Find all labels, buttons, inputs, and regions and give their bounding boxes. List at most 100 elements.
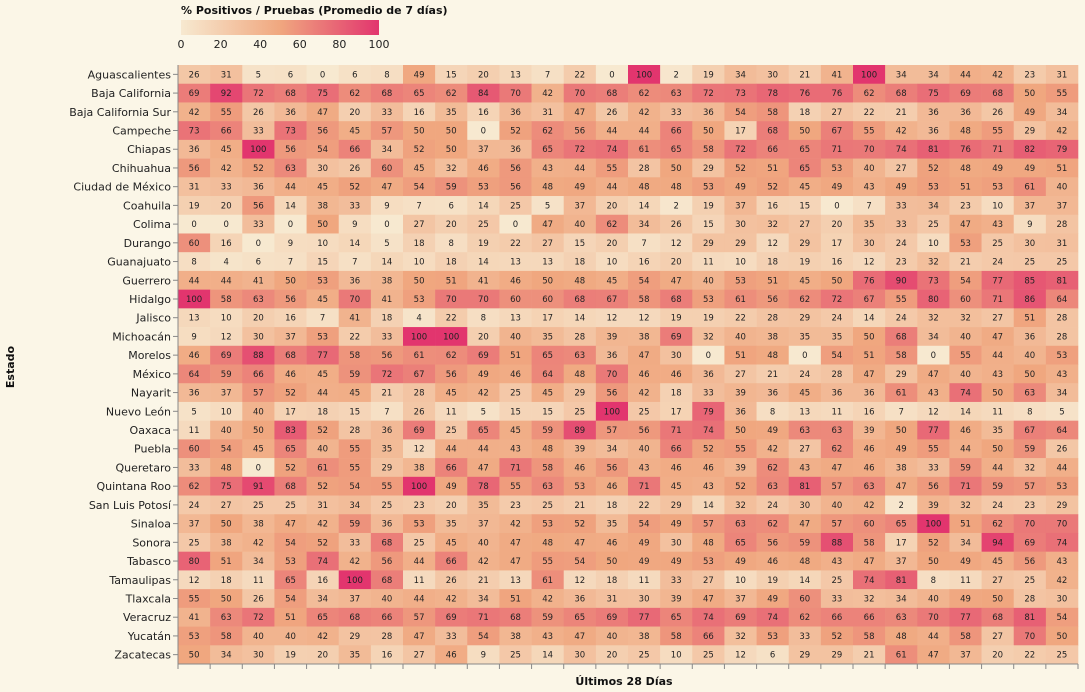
heatmap-cell — [917, 364, 950, 384]
cell-value-label: 46 — [607, 482, 618, 492]
heatmap-cell — [531, 158, 565, 178]
cell-value-label: 37 — [221, 389, 232, 399]
cell-value-label: 62 — [864, 89, 875, 99]
cell-value-label: 59 — [960, 463, 971, 473]
heatmap-cell — [917, 607, 950, 627]
cell-value-label: 69 — [607, 613, 618, 623]
heatmap-cells: 26 31 5 6 0 6 8 49 15 20 13 7 22 0 100 2 19 34 30 21 41 100 34… — [178, 65, 1079, 665]
heatmap-cell — [306, 121, 340, 141]
cell-value-label: 69 — [221, 351, 232, 361]
cell-value-label: 20 — [221, 201, 232, 211]
cell-value-label: 32 — [446, 164, 457, 174]
heatmap-cell — [756, 270, 790, 290]
heatmap-cell — [499, 626, 532, 646]
cell-value-label: 63 — [864, 482, 875, 492]
heatmap-cell — [885, 270, 918, 290]
heatmap-cell — [467, 476, 500, 496]
cell-value-label: 74 — [607, 145, 618, 155]
cell-value-label: 53 — [928, 183, 939, 193]
cell-value-label: 69 — [414, 426, 425, 436]
cell-value-label: 60 — [510, 295, 521, 305]
heatmap-cell — [595, 383, 629, 403]
heatmap-cell — [853, 345, 886, 365]
cell-value-label: 47 — [960, 220, 971, 230]
heatmap-cell — [756, 289, 790, 309]
cell-value-label: 89 — [574, 426, 585, 436]
cell-value-label: 11 — [960, 576, 971, 586]
heatmap-cell — [242, 308, 275, 328]
legend-gradient-bar — [181, 20, 379, 35]
cell-value-label: 15 — [574, 239, 585, 249]
heatmap-cell — [885, 327, 918, 347]
cell-value-label: 16 — [221, 239, 232, 249]
heatmap-cell — [853, 458, 886, 478]
heatmap-cell — [499, 121, 532, 141]
heatmap-cell — [435, 607, 468, 627]
cell-value-label: 40 — [253, 407, 264, 417]
heatmap-cell — [242, 439, 275, 459]
heatmap-cell — [531, 570, 565, 590]
cell-value-label: 33 — [189, 463, 200, 473]
cell-value-label: 47 — [799, 520, 810, 530]
cell-value-label: 47 — [896, 482, 907, 492]
cell-value-label: 45 — [799, 389, 810, 399]
cell-value-label: 28 — [382, 632, 393, 642]
heatmap-cell — [1045, 551, 1079, 571]
cell-value-label: 33 — [253, 127, 264, 137]
cell-value-label: 68 — [896, 332, 907, 342]
cell-value-label: 46 — [864, 463, 875, 473]
heatmap-cell — [820, 401, 854, 421]
heatmap-cell — [306, 102, 340, 122]
heatmap-cell — [531, 645, 565, 665]
heatmap-cell — [210, 532, 243, 552]
legend-tick-label: 20 — [214, 38, 228, 51]
heatmap-cell — [853, 495, 886, 515]
cell-value-label: 29 — [703, 239, 714, 249]
cell-value-label: 45 — [542, 389, 553, 399]
heatmap-cell — [531, 476, 565, 496]
cell-value-label: 16 — [832, 258, 843, 268]
heatmap-cell — [338, 139, 372, 159]
heatmap-cell — [370, 420, 404, 440]
heatmap-cell — [724, 158, 757, 178]
cell-value-label: 72 — [703, 89, 714, 99]
cell-value-label: 52 — [574, 520, 585, 530]
cell-value-label: 56 — [767, 295, 778, 305]
cell-value-label: 38 — [639, 632, 650, 642]
heatmap-cell — [628, 532, 661, 552]
cell-value-label: 49 — [832, 183, 843, 193]
cell-value-label: 67 — [1024, 426, 1035, 436]
cell-value-label: 71 — [992, 145, 1003, 155]
cell-value-label: 12 — [735, 651, 746, 661]
heatmap-cell — [820, 364, 854, 384]
cell-value-label: 0 — [609, 70, 614, 80]
heatmap-cell — [1045, 289, 1079, 309]
cell-value-label: 54 — [639, 520, 650, 530]
heatmap-cell — [692, 289, 725, 309]
heatmap-cell — [210, 252, 243, 272]
cell-value-label: 26 — [253, 108, 264, 118]
heatmap-cell — [724, 327, 757, 347]
cell-value-label: 11 — [703, 258, 714, 268]
cell-value-label: 55 — [1057, 89, 1068, 99]
cell-value-label: 38 — [317, 201, 328, 211]
heatmap-cell — [628, 139, 661, 159]
cell-value-label: 48 — [574, 370, 585, 380]
heatmap-cell — [563, 551, 597, 571]
heatmap-cell — [595, 65, 629, 85]
heatmap-cell — [724, 607, 757, 627]
heatmap-cell — [435, 139, 468, 159]
cell-value-label: 34 — [639, 220, 650, 230]
heatmap-cell — [692, 196, 725, 216]
heatmap-cell — [949, 289, 982, 309]
heatmap-cell — [467, 102, 500, 122]
heatmap-cell — [724, 383, 757, 403]
heatmap-cell — [981, 158, 1015, 178]
cell-value-label: 33 — [703, 389, 714, 399]
row-label: Hidalgo — [129, 293, 171, 306]
heatmap-cell — [306, 589, 340, 609]
cell-value-label: 43 — [928, 389, 939, 399]
heatmap-cell — [981, 327, 1015, 347]
cell-value-label: 5 — [384, 239, 389, 249]
cell-value-label: 40 — [735, 332, 746, 342]
